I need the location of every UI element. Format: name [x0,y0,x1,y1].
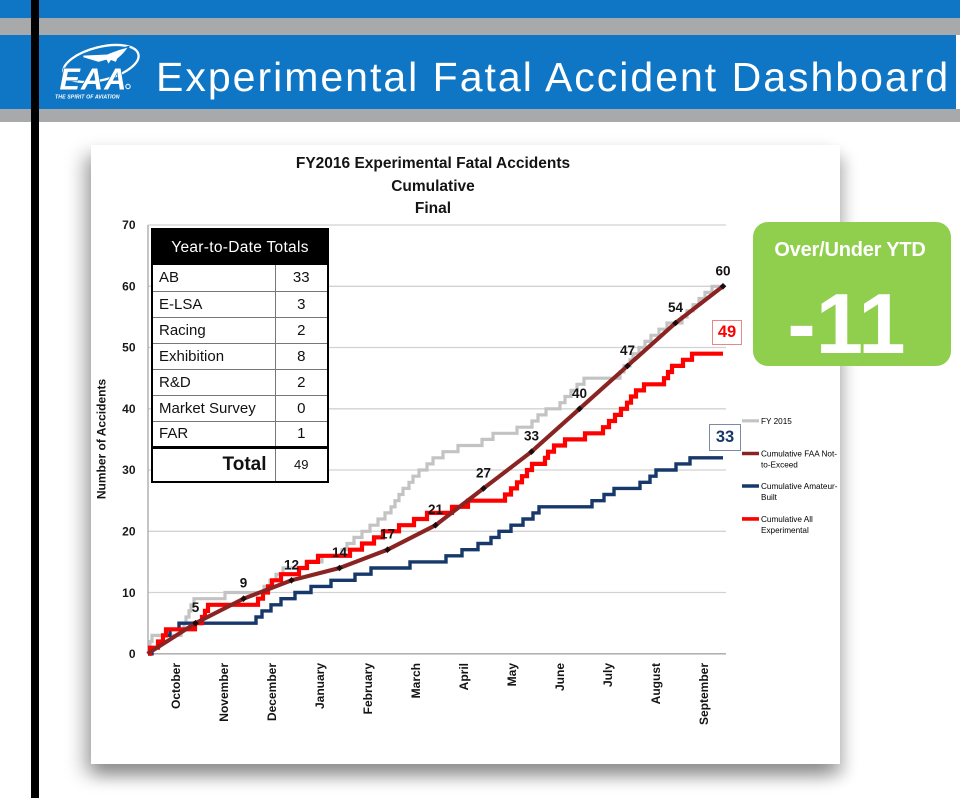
svg-text:September: September [697,663,711,725]
svg-text:Experimental: Experimental [761,526,809,535]
svg-text:54: 54 [668,300,684,315]
svg-text:9: 9 [240,576,248,591]
svg-text:60: 60 [715,263,730,278]
svg-text:10: 10 [122,586,136,600]
svg-text:May: May [505,663,519,687]
svg-text:July: July [601,663,615,687]
svg-text:47: 47 [620,343,635,358]
svg-text:February: February [361,663,375,715]
svg-text:March: March [409,663,423,698]
svg-text:October: October [169,663,183,709]
svg-text:60: 60 [122,280,136,294]
svg-text:40: 40 [122,402,136,416]
svg-text:17: 17 [380,527,395,542]
svg-text:Cumulative FAA Not-: Cumulative FAA Not- [761,450,837,459]
svg-text:FY 2015: FY 2015 [761,417,792,426]
svg-text:12: 12 [284,557,299,572]
svg-text:0: 0 [129,647,136,661]
svg-text:33: 33 [524,429,540,444]
svg-text:30: 30 [122,463,136,477]
svg-text:14: 14 [332,545,348,560]
svg-text:December: December [265,663,279,721]
svg-text:EAA: EAA [60,63,128,97]
svg-text:June: June [553,663,567,691]
svg-text:Cumulative All: Cumulative All [761,515,813,524]
svg-text:5: 5 [192,600,200,615]
svg-text:Cumulative Amateur-: Cumulative Amateur- [761,482,838,491]
svg-text:THE SPIRIT OF AVIATION: THE SPIRIT OF AVIATION [55,95,120,101]
svg-text:27: 27 [476,465,491,480]
svg-text:Number of Accidents: Number of Accidents [95,379,109,500]
svg-text:21: 21 [428,502,444,517]
svg-text:August: August [649,663,663,704]
svg-text:Built: Built [761,493,778,502]
svg-text:to-Exceed: to-Exceed [761,461,798,470]
svg-text:40: 40 [572,386,587,401]
svg-text:November: November [217,663,231,722]
svg-text:50: 50 [122,341,136,355]
svg-text:January: January [313,663,327,709]
svg-text:20: 20 [122,525,136,539]
svg-text:April: April [457,663,471,690]
svg-text:70: 70 [122,218,136,232]
